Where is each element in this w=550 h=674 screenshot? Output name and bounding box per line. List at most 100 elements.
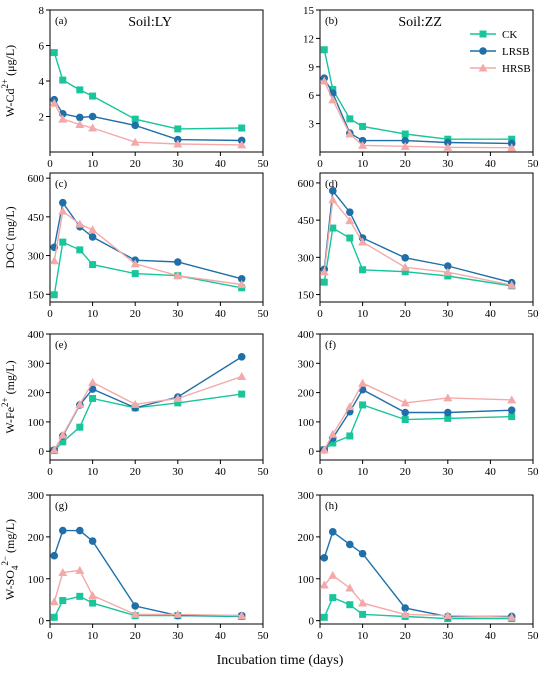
panel-h: 0 10 20 30 40 50 0 100 200 300 (h) bbox=[298, 490, 540, 642]
y-tick-label: 100 bbox=[298, 574, 315, 586]
data-point bbox=[89, 599, 97, 607]
legend-label: CK bbox=[502, 29, 517, 41]
data-point bbox=[359, 401, 367, 409]
data-point bbox=[76, 526, 84, 535]
data-point bbox=[50, 551, 59, 560]
plot-frame bbox=[49, 333, 264, 461]
panel-label: (h) bbox=[325, 500, 338, 512]
data-point bbox=[88, 233, 97, 241]
x-tick-label: 50 bbox=[258, 466, 270, 478]
x-tick-label: 20 bbox=[400, 466, 412, 478]
y-tick-label: 0 bbox=[39, 616, 45, 628]
data-point bbox=[89, 92, 97, 100]
plot-frame bbox=[319, 333, 534, 461]
data-point bbox=[345, 583, 355, 592]
panel-label: (b) bbox=[325, 15, 338, 27]
data-point bbox=[130, 399, 140, 408]
y-tick-label: 400 bbox=[298, 329, 315, 341]
x-tick-label: 30 bbox=[442, 158, 454, 170]
y-tick-label: 6 bbox=[39, 41, 45, 53]
x-tick-label: 50 bbox=[258, 158, 270, 170]
x-tick-label: 20 bbox=[400, 308, 412, 320]
series-hrsb bbox=[319, 195, 517, 289]
series-line bbox=[53, 102, 242, 146]
series-line bbox=[323, 382, 512, 451]
data-point bbox=[130, 137, 140, 146]
x-tick-label: 0 bbox=[317, 308, 323, 320]
data-point bbox=[329, 224, 337, 232]
data-point bbox=[401, 408, 410, 417]
data-point bbox=[401, 604, 410, 612]
x-tick-label: 20 bbox=[400, 158, 412, 170]
data-point bbox=[173, 271, 183, 280]
data-point bbox=[76, 592, 84, 600]
data-point bbox=[358, 598, 368, 607]
data-point bbox=[345, 402, 355, 411]
data-point bbox=[400, 141, 410, 150]
data-point bbox=[49, 445, 59, 454]
data-point bbox=[346, 115, 354, 123]
data-point bbox=[400, 398, 410, 407]
data-point bbox=[320, 46, 328, 54]
x-tick-label: 40 bbox=[485, 630, 497, 642]
plot-frame bbox=[319, 172, 534, 303]
plot-frame bbox=[319, 494, 534, 625]
x-tick-label: 50 bbox=[528, 158, 540, 170]
data-point bbox=[50, 613, 58, 621]
panel-b: 0 10 20 30 40 50 3 6 9 12 15 (b) Soil:ZZ CK LRSB HRSB bbox=[303, 5, 539, 170]
data-point bbox=[88, 123, 98, 132]
x-tick-label: 50 bbox=[258, 630, 270, 642]
data-point bbox=[238, 390, 246, 398]
series-hrsb bbox=[319, 378, 517, 454]
data-point bbox=[88, 225, 98, 234]
x-tick-label: 0 bbox=[317, 466, 323, 478]
data-point bbox=[76, 113, 84, 122]
data-point bbox=[237, 371, 247, 380]
plot-frame bbox=[49, 172, 264, 303]
data-point bbox=[174, 399, 182, 407]
data-point bbox=[58, 526, 67, 535]
data-point bbox=[319, 267, 329, 276]
x-tick-label: 40 bbox=[485, 158, 497, 170]
y-tick-label: 8 bbox=[39, 5, 45, 17]
data-point bbox=[89, 261, 97, 269]
series-lrsb bbox=[50, 198, 246, 283]
y-axis-label: W-Cd2+ (μg/L) bbox=[0, 45, 17, 117]
data-point bbox=[507, 406, 516, 414]
data-point bbox=[130, 259, 140, 268]
data-point bbox=[88, 591, 98, 600]
series-hrsb bbox=[319, 570, 517, 621]
y-tick-label: 200 bbox=[28, 532, 45, 544]
data-point bbox=[130, 609, 140, 618]
y-tick-label: 200 bbox=[298, 532, 315, 544]
data-point bbox=[59, 438, 67, 446]
data-point bbox=[50, 49, 58, 57]
x-tick-label: 30 bbox=[172, 308, 184, 320]
x-tick-label: 0 bbox=[47, 630, 53, 642]
y-tick-label: 2 bbox=[39, 112, 45, 124]
series-ck bbox=[50, 49, 246, 133]
x-tick-label: 40 bbox=[485, 466, 497, 478]
data-point bbox=[346, 208, 354, 216]
x-tick-label: 40 bbox=[215, 466, 227, 478]
data-point bbox=[131, 270, 139, 278]
panel-g: 0 10 20 30 40 50 0 100 200 300 (g) W-SO42− (mg/L) bbox=[0, 490, 269, 642]
x-tick-label: 50 bbox=[528, 466, 540, 478]
x-tick-label: 10 bbox=[357, 466, 369, 478]
y-tick-label: 9 bbox=[309, 62, 315, 74]
data-point bbox=[174, 258, 182, 266]
data-point bbox=[329, 594, 337, 602]
data-point bbox=[174, 125, 182, 133]
x-tick-label: 30 bbox=[172, 630, 184, 642]
x-tick-label: 20 bbox=[130, 630, 142, 642]
data-point bbox=[328, 570, 338, 579]
data-point bbox=[88, 385, 97, 393]
y-tick-label: 450 bbox=[298, 215, 315, 227]
series-hrsb bbox=[319, 76, 517, 152]
y-tick-label: 100 bbox=[298, 417, 315, 429]
data-point bbox=[359, 266, 367, 274]
series-line bbox=[323, 49, 512, 140]
plot-frame bbox=[49, 9, 264, 153]
x-tick-label: 40 bbox=[485, 308, 497, 320]
